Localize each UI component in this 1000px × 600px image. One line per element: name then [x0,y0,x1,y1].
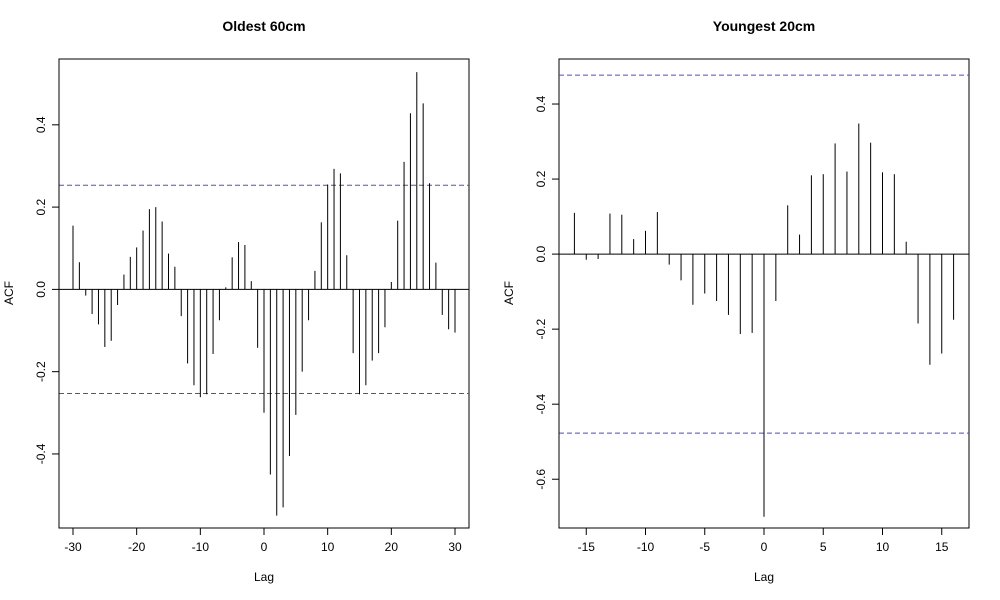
acf-panel-youngest: Youngest 20cm -15 -10 -5 0 5 10 15 -0.6 -0.4 -0.… [502,18,970,584]
y-tick-label: -0.2 [534,318,548,339]
x-axis-label: Lag [254,570,274,584]
y-tick-label: 0.0 [534,245,548,262]
acf-panel-oldest: Oldest 60cm -30 -20 -10 0 10 20 30 -0.4 -0.2 0.0… [2,18,470,584]
x-tick-label: -5 [699,540,710,554]
y-tick-label: 0.4 [534,95,548,112]
x-tick-label: 15 [935,540,949,554]
x-tick-label: -10 [192,540,210,554]
x-tick-label: 10 [876,540,890,554]
y-tick-label: -0.4 [34,443,48,464]
x-tick-label: -30 [64,540,82,554]
y-axis-label: ACF [502,281,516,305]
x-tick-label: 0 [261,540,268,554]
x-tick-label: 5 [820,540,827,554]
y-axis-label: ACF [2,281,16,305]
x-tick-label: 20 [385,540,399,554]
x-tick-label: -15 [578,540,596,554]
y-tick-label: -0.6 [534,469,548,490]
x-tick-label: -10 [637,540,655,554]
y-tick-label: 0.2 [534,170,548,187]
x-axis-label: Lag [754,570,774,584]
y-tick-label: 0.0 [34,281,48,298]
x-tick-label: -20 [128,540,146,554]
y-tick-label: 0.2 [34,198,48,215]
chart-title: Youngest 20cm [713,18,815,34]
x-tick-label: 0 [761,540,768,554]
x-tick-label: 30 [448,540,462,554]
y-tick-label: 0.4 [34,116,48,133]
y-tick-label: -0.2 [34,361,48,382]
x-tick-label: 10 [321,540,335,554]
y-tick-label: -0.4 [534,394,548,415]
chart-title: Oldest 60cm [222,18,305,34]
